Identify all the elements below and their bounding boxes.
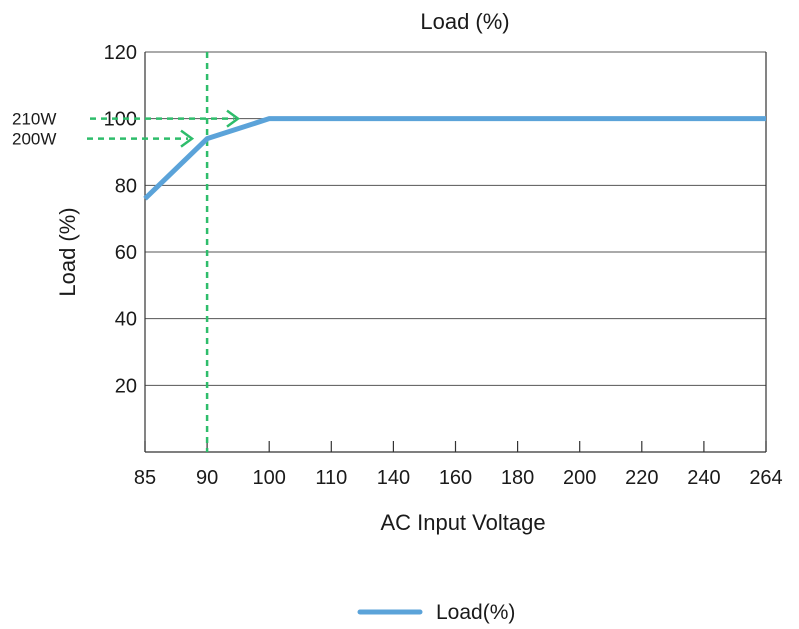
series-group (143, 116, 766, 201)
grid-lines (145, 51, 766, 386)
x-tick-label-90: 90 (196, 467, 218, 489)
x-tick-label-220: 220 (625, 467, 658, 489)
y-tick-label-40: 40 (115, 309, 137, 331)
x-tick-label-264: 264 (749, 467, 782, 489)
annotation-label-210w: 210W (12, 110, 56, 129)
x-tick-label-100: 100 (253, 467, 286, 489)
x-tick-label-240: 240 (687, 467, 720, 489)
series-line-load (143, 116, 766, 201)
y-axis-ticks: 20 40 60 80 100 120 (104, 42, 137, 397)
x-tick-label-160: 160 (439, 467, 472, 489)
x-tick-label-200: 200 (563, 467, 596, 489)
legend-label-load: Load(%) (436, 601, 515, 624)
x-axis-ticks: 85 90 100 110 140 160 180 200 220 240 264 (134, 441, 783, 489)
x-tick-label-140: 140 (377, 467, 410, 489)
annotation-label-200w: 200W (12, 130, 56, 149)
chart-title: Load (%) (420, 9, 509, 34)
y-tick-label-80: 80 (115, 175, 137, 197)
y-tick-label-20: 20 (115, 375, 137, 397)
y-tick-label-120: 120 (104, 42, 137, 64)
y-tick-label-100: 100 (104, 109, 137, 131)
x-tick-label-110: 110 (315, 467, 347, 489)
y-axis-title: Load (%) (55, 207, 80, 296)
annotation-arrow-head-200w (180, 129, 195, 148)
x-axis-title: AC Input Voltage (380, 510, 545, 535)
annotation-arrow-head-210w (226, 109, 241, 128)
x-tick-label-85: 85 (134, 467, 156, 489)
y-tick-label-60: 60 (115, 242, 137, 264)
x-tick-label-180: 180 (501, 467, 534, 489)
legend: Load(%) (357, 601, 515, 624)
